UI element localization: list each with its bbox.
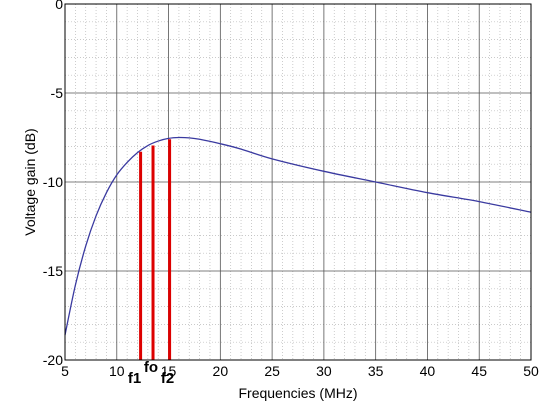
gain-curve-line bbox=[64, 136, 532, 336]
y-tick-label: 0 bbox=[55, 0, 63, 12]
x-tick-label: 30 bbox=[316, 363, 332, 379]
x-tick-label: 10 bbox=[109, 363, 125, 379]
frequency-markers bbox=[139, 139, 172, 360]
x-tick-label: 20 bbox=[213, 363, 229, 379]
y-axis-label: Voltage gain (dB) bbox=[22, 128, 38, 235]
y-tick-label: -20 bbox=[43, 352, 63, 368]
x-tick-label: 5 bbox=[61, 363, 69, 379]
marker-label-f2: f2 bbox=[161, 370, 174, 387]
marker-label-f1: f1 bbox=[128, 370, 141, 387]
x-tick-label: 50 bbox=[523, 363, 539, 379]
x-tick-label: 40 bbox=[420, 363, 436, 379]
x-tick-label: 45 bbox=[471, 363, 487, 379]
y-tick-label: -5 bbox=[51, 85, 64, 101]
x-tick-label: 15 bbox=[161, 363, 177, 379]
x-tick-label: 35 bbox=[368, 363, 384, 379]
x-axis-label: Frequencies (MHz) bbox=[238, 385, 357, 401]
y-tick-label: -15 bbox=[43, 263, 63, 279]
x-tick-labels: 5 10 15 20 25 30 35 40 45 50 bbox=[61, 363, 539, 379]
y-tick-label: -10 bbox=[43, 174, 63, 190]
marker-label-fo: fo bbox=[144, 359, 158, 376]
x-tick-label: 25 bbox=[264, 363, 280, 379]
y-tick-labels: 0 -5 -10 -15 -20 bbox=[43, 0, 63, 368]
plot-frame bbox=[64, 3, 532, 361]
